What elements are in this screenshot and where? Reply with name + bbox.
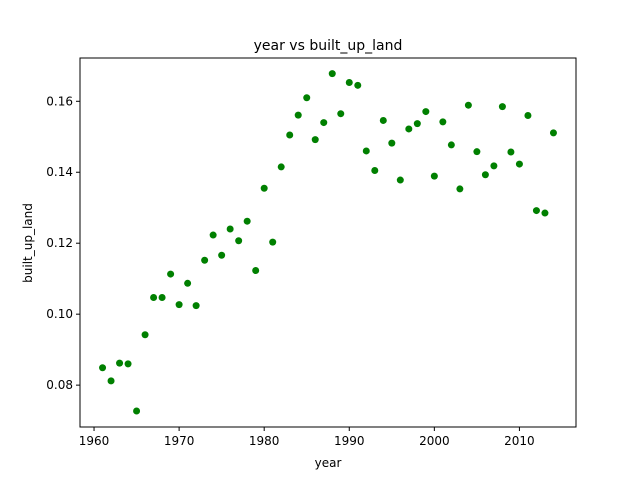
data-point	[107, 377, 115, 385]
data-point	[184, 279, 192, 287]
data-point	[498, 103, 506, 111]
y-axis-label: built_up_land	[21, 203, 35, 283]
x-tick-label: 1960	[79, 434, 110, 448]
data-point	[235, 237, 243, 245]
data-point	[490, 162, 498, 170]
data-point	[218, 251, 226, 259]
data-point	[456, 185, 464, 193]
y-tick-label: 0.12	[46, 236, 73, 250]
data-point	[226, 225, 234, 233]
data-point	[99, 364, 107, 372]
data-point	[243, 217, 251, 225]
data-point	[430, 172, 438, 180]
data-point	[141, 331, 149, 339]
data-point	[413, 120, 421, 128]
data-point	[405, 125, 413, 133]
data-point	[388, 139, 396, 147]
data-point	[328, 70, 336, 78]
data-point	[269, 238, 277, 246]
data-point	[549, 129, 557, 137]
plot-area-frame	[79, 57, 577, 428]
y-tick-label: 0.10	[46, 307, 73, 321]
data-point	[396, 176, 404, 184]
x-axis-label: year	[315, 456, 342, 470]
data-point	[116, 359, 124, 367]
data-point	[524, 111, 532, 119]
data-point	[260, 184, 268, 192]
data-point	[201, 256, 209, 264]
data-point	[371, 166, 379, 174]
data-points	[99, 70, 557, 415]
data-point	[294, 111, 302, 119]
data-point	[124, 360, 132, 368]
x-tick-label: 1980	[249, 434, 280, 448]
data-point	[175, 301, 183, 309]
data-point	[303, 94, 311, 102]
x-axis-ticks: 1960 1970 1980 1990 2000 2010	[79, 427, 535, 448]
data-point	[150, 293, 158, 301]
data-point	[541, 209, 549, 217]
y-tick-label: 0.16	[46, 94, 73, 108]
data-point	[379, 116, 387, 124]
data-point	[277, 163, 285, 171]
data-point	[464, 101, 472, 109]
chart-title: year vs built_up_land	[254, 38, 403, 54]
data-point	[192, 302, 200, 310]
data-point	[532, 207, 540, 215]
data-point	[167, 270, 175, 278]
data-point	[311, 136, 319, 144]
data-point	[252, 267, 260, 275]
x-tick-label: 2000	[419, 434, 450, 448]
data-point	[507, 148, 515, 156]
data-point	[209, 231, 217, 239]
x-tick-label: 1970	[164, 434, 195, 448]
y-tick-label: 0.08	[46, 378, 73, 392]
data-point	[481, 171, 489, 179]
y-axis-ticks: 0.08 0.10 0.12 0.14 0.16	[46, 94, 80, 392]
data-point	[345, 78, 353, 86]
x-tick-label: 1990	[334, 434, 365, 448]
data-point	[515, 160, 523, 168]
data-point	[473, 148, 481, 156]
data-point	[447, 141, 455, 149]
data-point	[422, 108, 430, 116]
data-point	[337, 110, 345, 118]
x-tick-label: 2010	[504, 434, 535, 448]
data-point	[158, 293, 166, 301]
data-point	[133, 407, 141, 415]
data-point	[354, 81, 362, 89]
data-point	[320, 119, 328, 127]
y-tick-label: 0.14	[46, 165, 73, 179]
data-point	[286, 131, 294, 139]
data-point	[362, 147, 370, 155]
data-point	[439, 118, 447, 126]
